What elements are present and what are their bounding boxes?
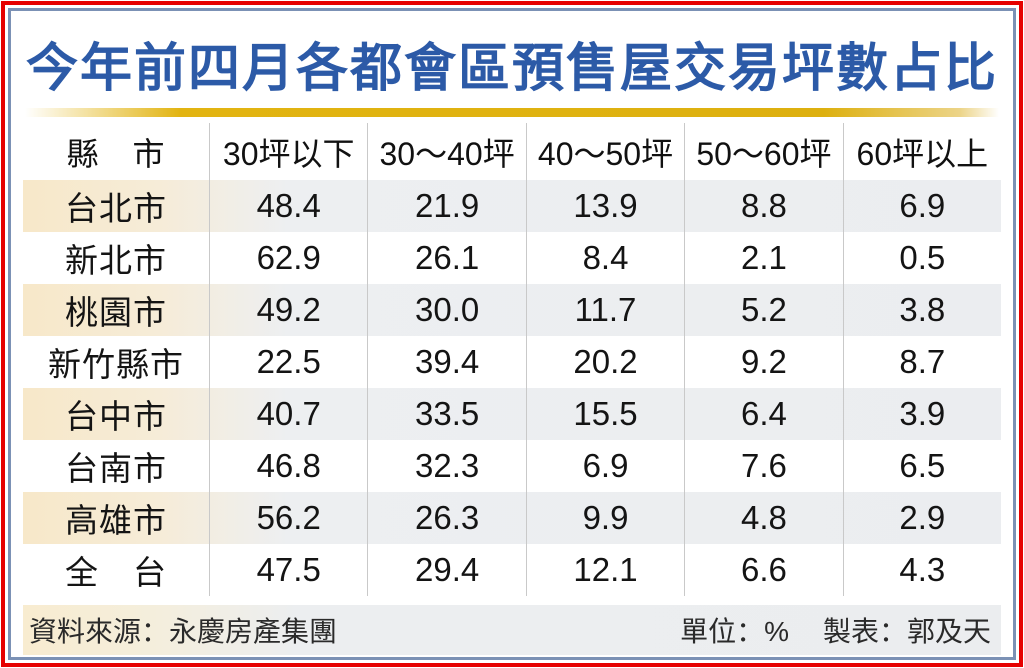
table-row-taichung: 台中市 40.7 33.5 15.5 6.4 3.9: [23, 388, 1001, 440]
city-label: 全 台: [65, 554, 167, 591]
table-header-row: 縣 市 30坪以下 30～40坪 40～50坪 50～60坪 60坪以上: [23, 123, 1001, 180]
value-cell: 48.4: [209, 180, 367, 232]
data-source-label: 資料來源：永慶房產集團: [29, 616, 338, 647]
value-cell: 20.2: [525, 336, 684, 388]
value-cell: 21.9: [367, 180, 525, 232]
table-row-newtaipei: 新北市 62.9 26.1 8.4 2.1 0.5: [23, 232, 1001, 284]
value-cell: 4.8: [684, 492, 842, 544]
column-header-50-60: 50～60坪: [684, 123, 842, 180]
table-row-total: 全 台 47.5 29.4 12.1 6.6 4.3: [23, 544, 1001, 596]
value-cell: 12.1: [525, 544, 684, 596]
value-cell: 56.2: [209, 492, 367, 544]
value-cell: 6.9: [842, 180, 1001, 232]
value-cell: 8.8: [684, 180, 842, 232]
city-label: 新北市: [65, 242, 167, 279]
value-cell: 13.9: [525, 180, 684, 232]
value-cell: 7.6: [684, 440, 842, 492]
city-label: 新竹縣市: [48, 346, 184, 383]
value-cell: 26.3: [367, 492, 525, 544]
value-cell: 6.4: [684, 388, 842, 440]
table-footer: 資料來源：永慶房產集團 單位：% 製表：郭及天: [23, 605, 1001, 655]
gold-divider-bar: [25, 108, 999, 117]
value-cell: 46.8: [209, 440, 367, 492]
column-header-city: 縣 市: [66, 135, 166, 172]
page-title: 今年前四月各都會區預售屋交易坪數占比: [25, 39, 998, 98]
city-label: 桃園市: [65, 294, 167, 331]
value-cell: 26.1: [367, 232, 525, 284]
table-row-taipei: 台北市 48.4 21.9 13.9 8.8 6.9: [23, 180, 1001, 232]
value-cell: 15.5: [525, 388, 684, 440]
value-cell: 2.1: [684, 232, 842, 284]
value-cell: 40.7: [209, 388, 367, 440]
value-cell: 9.9: [525, 492, 684, 544]
value-cell: 6.5: [842, 440, 1001, 492]
unit-label: 單位：%: [680, 616, 789, 647]
column-header-40-50: 40～50坪: [525, 123, 684, 180]
value-cell: 6.6: [684, 544, 842, 596]
value-cell: 2.9: [842, 492, 1001, 544]
column-header-under30: 30坪以下: [209, 123, 367, 180]
table-row-kaohsiung: 高雄市 56.2 26.3 9.9 4.8 2.9: [23, 492, 1001, 544]
author-label: 製表：郭及天: [822, 616, 991, 647]
value-cell: 3.9: [842, 388, 1001, 440]
value-cell: 11.7: [525, 284, 684, 336]
value-cell: 22.5: [209, 336, 367, 388]
table-row-hsinchu: 新竹縣市 22.5 39.4 20.2 9.2 8.7: [23, 336, 1001, 388]
value-cell: 32.3: [367, 440, 525, 492]
value-cell: 4.3: [842, 544, 1001, 596]
data-table: 縣 市 30坪以下 30～40坪 40～50坪 50～60坪 60坪以上 台北市…: [23, 123, 1001, 605]
city-label: 台北市: [65, 190, 167, 227]
value-cell: 5.2: [684, 284, 842, 336]
value-cell: 39.4: [367, 336, 525, 388]
table-row-taoyuan: 桃園市 49.2 30.0 11.7 5.2 3.8: [23, 284, 1001, 336]
table-row-tainan: 台南市 46.8 32.3 6.9 7.6 6.5: [23, 440, 1001, 492]
content-area: 今年前四月各都會區預售屋交易坪數占比 縣 市 30坪以下 30～40坪 40～5…: [11, 11, 1013, 657]
city-label: 台中市: [65, 398, 167, 435]
value-cell: 62.9: [209, 232, 367, 284]
value-cell: 0.5: [842, 232, 1001, 284]
value-cell: 33.5: [367, 388, 525, 440]
city-label: 高雄市: [65, 502, 167, 539]
value-cell: 47.5: [209, 544, 367, 596]
value-cell: 3.8: [842, 284, 1001, 336]
city-label: 台南市: [65, 450, 167, 487]
value-cell: 30.0: [367, 284, 525, 336]
column-header-30-40: 30～40坪: [367, 123, 525, 180]
value-cell: 9.2: [684, 336, 842, 388]
column-header-over60: 60坪以上: [842, 123, 1001, 180]
value-cell: 6.9: [525, 440, 684, 492]
value-cell: 49.2: [209, 284, 367, 336]
value-cell: 8.7: [842, 336, 1001, 388]
value-cell: 8.4: [525, 232, 684, 284]
value-cell: 29.4: [367, 544, 525, 596]
